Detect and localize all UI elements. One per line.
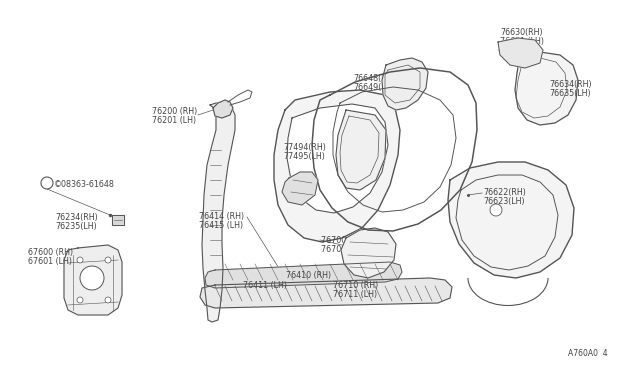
Text: ©08363-61648: ©08363-61648 bbox=[54, 180, 115, 189]
Polygon shape bbox=[336, 110, 386, 190]
Text: 76410 (RH): 76410 (RH) bbox=[286, 271, 331, 280]
Text: 77494(RH): 77494(RH) bbox=[283, 143, 326, 152]
Text: 76414 (RH): 76414 (RH) bbox=[199, 212, 244, 221]
Text: 76234(RH): 76234(RH) bbox=[55, 213, 98, 222]
Text: 76201 (LH): 76201 (LH) bbox=[152, 116, 196, 125]
Text: 76235(LH): 76235(LH) bbox=[55, 222, 97, 231]
Text: 76200 (RH): 76200 (RH) bbox=[152, 107, 197, 116]
Text: 76622(RH): 76622(RH) bbox=[483, 188, 526, 197]
Text: 76700 (RH): 76700 (RH) bbox=[321, 236, 366, 245]
Circle shape bbox=[41, 177, 53, 189]
Text: 76710 (RH): 76710 (RH) bbox=[333, 281, 378, 290]
Text: 76635(LH): 76635(LH) bbox=[549, 89, 591, 98]
Polygon shape bbox=[200, 278, 452, 308]
Text: 76630(RH): 76630(RH) bbox=[500, 28, 543, 37]
Text: 76648(RH): 76648(RH) bbox=[353, 74, 396, 83]
Text: 76411 (LH): 76411 (LH) bbox=[243, 281, 287, 290]
Polygon shape bbox=[274, 90, 400, 242]
Polygon shape bbox=[287, 104, 388, 213]
Circle shape bbox=[77, 257, 83, 263]
Text: 76623(LH): 76623(LH) bbox=[483, 197, 525, 206]
Circle shape bbox=[105, 297, 111, 303]
Text: 76415 (LH): 76415 (LH) bbox=[199, 221, 243, 230]
Text: 67600 (RH): 67600 (RH) bbox=[28, 248, 73, 257]
Text: 76649(LH): 76649(LH) bbox=[353, 83, 395, 92]
Circle shape bbox=[105, 257, 111, 263]
Polygon shape bbox=[112, 215, 124, 225]
Text: 67601 (LH): 67601 (LH) bbox=[28, 257, 72, 266]
Polygon shape bbox=[213, 100, 233, 118]
Polygon shape bbox=[205, 262, 402, 288]
Text: 77495(LH): 77495(LH) bbox=[283, 152, 325, 161]
Polygon shape bbox=[498, 38, 543, 68]
Text: 76631 (LH): 76631 (LH) bbox=[500, 37, 544, 46]
Text: A760A0  4: A760A0 4 bbox=[568, 349, 608, 358]
Polygon shape bbox=[202, 103, 235, 322]
Polygon shape bbox=[382, 58, 428, 110]
Circle shape bbox=[80, 266, 104, 290]
Circle shape bbox=[490, 204, 502, 216]
Polygon shape bbox=[341, 228, 396, 278]
Text: 76701 (LH): 76701 (LH) bbox=[321, 245, 365, 254]
Text: S: S bbox=[45, 180, 49, 186]
Text: 76711 (LH): 76711 (LH) bbox=[333, 290, 377, 299]
Polygon shape bbox=[515, 52, 578, 125]
Polygon shape bbox=[64, 245, 122, 315]
Text: 76634(RH): 76634(RH) bbox=[549, 80, 591, 89]
Circle shape bbox=[77, 297, 83, 303]
Polygon shape bbox=[448, 162, 574, 278]
Polygon shape bbox=[282, 172, 318, 205]
